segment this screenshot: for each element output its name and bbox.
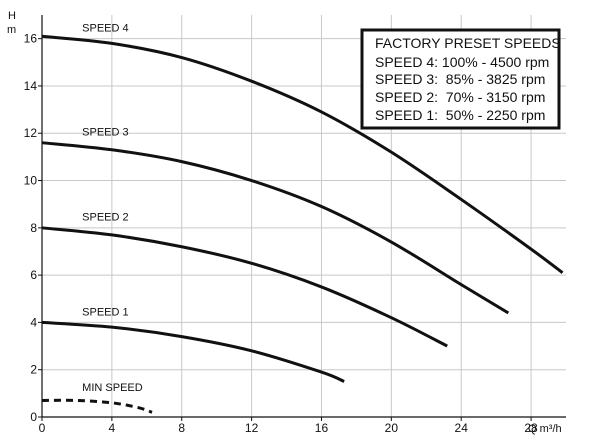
axes <box>38 15 566 421</box>
y-tick-label: 14 <box>24 79 38 93</box>
series-lines <box>41 34 564 414</box>
x-tick-label: 16 <box>315 421 329 435</box>
series-label-speed-3: SPEED 3 <box>82 127 128 139</box>
series-label-speed-4: SPEED 4 <box>82 23 128 35</box>
y-tick-label: 0 <box>30 410 37 424</box>
legend-frame <box>360 28 561 130</box>
legend-box: FACTORY PRESET SPEEDS SPEED 4: 100% - 45… <box>360 28 561 130</box>
y-axis-label-h: H <box>8 10 16 22</box>
series-label-speed-2: SPEED 2 <box>82 212 128 224</box>
x-axis-label: Q m³/h <box>528 423 562 435</box>
series-label-speed-1: SPEED 1 <box>82 306 128 318</box>
legend-entry-speed-2: SPEED 2: 70% - 3150 rpm <box>375 89 545 105</box>
series-line-speed-4 <box>41 34 564 274</box>
x-tick-label: 24 <box>455 421 469 435</box>
series-line-min-speed <box>41 398 153 414</box>
y-tick-label: 16 <box>24 32 38 46</box>
y-tick-label: 10 <box>24 174 38 188</box>
y-tick-label: 8 <box>30 221 37 235</box>
x-tick-label: 0 <box>39 421 46 435</box>
series-label-min-speed: MIN SPEED <box>82 382 143 394</box>
x-tick-label: 12 <box>245 421 259 435</box>
x-tick-label: 20 <box>385 421 399 435</box>
y-tick-label: 6 <box>30 268 37 282</box>
series-labels: SPEED 4 SPEED 3 SPEED 2 SPEED 1 MIN SPEED <box>82 23 143 394</box>
x-tick-label: 8 <box>178 421 185 435</box>
legend-entry-speed-4: SPEED 4: 100% - 4500 rpm <box>375 54 549 70</box>
series-line-speed-3 <box>41 141 510 315</box>
x-tick-label: 28 <box>524 421 538 435</box>
y-tick-label: 2 <box>30 363 37 377</box>
y-axis-label-m: m <box>7 24 16 36</box>
x-tick-label: 4 <box>109 421 116 435</box>
series-line-speed-2 <box>41 226 448 348</box>
y-tick-label: 4 <box>30 315 37 329</box>
legend-entry-speed-3: SPEED 3: 85% - 3825 rpm <box>375 71 545 87</box>
series-line-speed-1 <box>41 320 345 383</box>
y-tick-label: 12 <box>24 126 38 140</box>
legend-title: FACTORY PRESET SPEEDS <box>375 35 561 51</box>
legend-entry-speed-1: SPEED 1: 50% - 2250 rpm <box>375 107 545 123</box>
